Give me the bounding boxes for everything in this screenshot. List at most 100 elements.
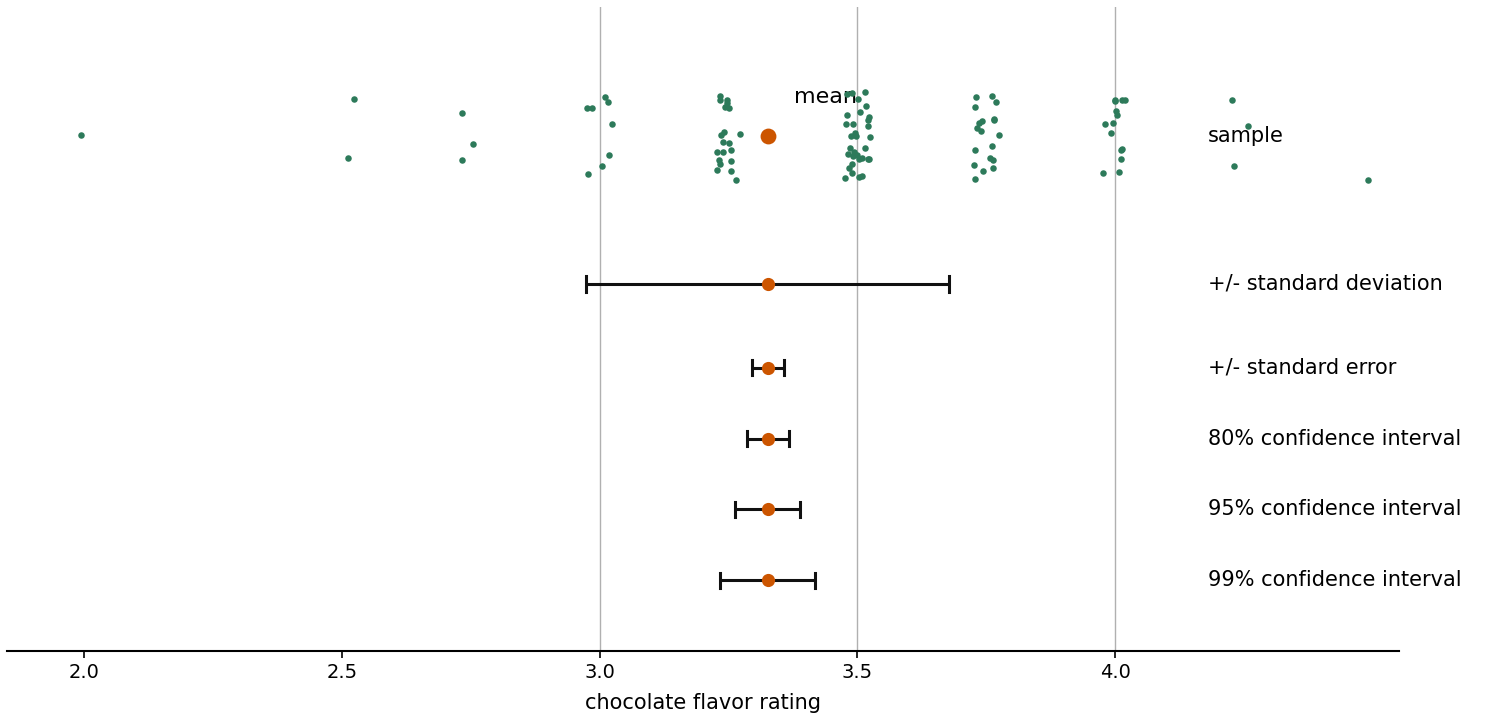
Point (597, 149, 621, 161)
Point (711, 127, 735, 138)
Point (982, 114, 1006, 125)
Point (708, 158, 732, 170)
Point (843, 127, 867, 138)
Point (840, 150, 864, 161)
Point (846, 150, 870, 161)
Point (842, 146, 866, 158)
Point (462, 138, 486, 150)
Point (970, 165, 994, 176)
Point (1110, 94, 1134, 106)
Point (846, 153, 870, 165)
Point (840, 130, 864, 141)
Point (984, 96, 1008, 107)
Point (963, 102, 987, 113)
Point (970, 116, 994, 127)
Point (966, 117, 990, 128)
Point (844, 130, 868, 142)
Point (963, 174, 987, 185)
Point (981, 155, 1005, 166)
Point (1106, 109, 1130, 121)
Point (1107, 167, 1131, 179)
Point (982, 113, 1006, 125)
Point (450, 107, 474, 119)
Point (969, 125, 993, 137)
Point (756, 433, 780, 444)
Point (853, 100, 877, 112)
Point (963, 144, 987, 156)
Point (834, 172, 858, 184)
Point (981, 91, 1005, 102)
Point (846, 171, 870, 183)
Point (450, 155, 474, 166)
Point (1236, 120, 1260, 132)
Point (710, 129, 734, 140)
Point (856, 120, 880, 132)
Point (837, 162, 861, 174)
Text: 95% confidence interval: 95% confidence interval (1208, 500, 1461, 519)
Point (840, 87, 864, 99)
Point (336, 153, 360, 164)
Point (600, 118, 624, 130)
Point (837, 142, 861, 153)
Point (849, 171, 873, 182)
Point (987, 129, 1011, 140)
Point (1102, 94, 1126, 105)
Point (576, 102, 600, 114)
Point (716, 94, 740, 106)
Point (858, 112, 882, 123)
Point (580, 103, 604, 114)
Point (756, 575, 780, 586)
Point (1108, 145, 1132, 156)
Point (756, 278, 780, 289)
Point (708, 90, 732, 102)
Point (576, 168, 600, 180)
Point (1094, 118, 1118, 130)
Point (978, 152, 1002, 163)
Point (1220, 94, 1244, 106)
Text: 99% confidence interval: 99% confidence interval (1208, 570, 1461, 590)
Point (592, 91, 616, 103)
Point (853, 143, 877, 154)
Point (720, 165, 744, 176)
Text: +/- standard error: +/- standard error (1208, 358, 1396, 378)
Point (836, 148, 860, 160)
Point (705, 164, 729, 176)
Point (846, 93, 870, 104)
Point (1090, 168, 1114, 179)
Text: 80% confidence interval: 80% confidence interval (1208, 428, 1461, 449)
Point (342, 94, 366, 105)
Text: sample: sample (1208, 126, 1284, 145)
Point (836, 89, 860, 100)
Point (847, 107, 871, 118)
Point (756, 362, 780, 374)
Point (711, 146, 735, 158)
Point (964, 91, 988, 103)
Point (856, 153, 880, 165)
Point (705, 146, 729, 158)
Point (1102, 95, 1126, 107)
Point (711, 137, 735, 148)
Point (842, 118, 866, 130)
Point (1098, 127, 1122, 139)
Text: mean: mean (794, 87, 856, 107)
Point (708, 94, 732, 106)
Point (724, 174, 748, 186)
Point (1101, 117, 1125, 129)
Point (980, 140, 1004, 152)
Point (840, 167, 864, 179)
Point (855, 114, 879, 126)
Point (852, 86, 876, 98)
Point (708, 155, 732, 166)
Point (597, 96, 621, 108)
Point (1356, 174, 1380, 186)
Point (69, 130, 93, 141)
Point (834, 118, 858, 130)
Point (1110, 143, 1134, 155)
Point (962, 159, 986, 171)
Point (1222, 161, 1246, 172)
Point (717, 138, 741, 149)
Point (712, 102, 736, 113)
Point (856, 153, 880, 165)
Point (756, 504, 780, 516)
Point (1113, 94, 1137, 106)
